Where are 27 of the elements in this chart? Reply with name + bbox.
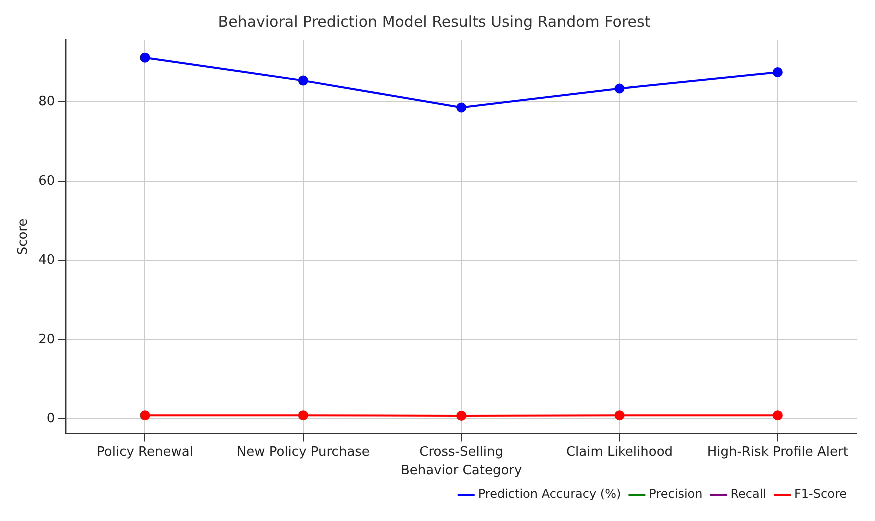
point <box>772 67 783 78</box>
point <box>456 410 467 421</box>
point <box>614 410 625 421</box>
legend-label: F1-Score <box>794 487 848 502</box>
x-tick-label: Cross-Selling <box>420 444 504 460</box>
y-tick-label: 60 <box>38 174 56 189</box>
point <box>140 52 150 63</box>
y-tick-label: 0 <box>46 412 56 427</box>
y-tick-label: 40 <box>38 253 56 268</box>
y-tick-label: 20 <box>38 332 56 348</box>
point <box>772 410 783 421</box>
legend-label: Prediction Accuracy (%) <box>478 487 622 502</box>
point <box>298 76 308 86</box>
point <box>614 84 625 94</box>
chart-title: Behavioral Prediction Model Results Using Random Forest <box>218 12 651 31</box>
y-tick-label: 80 <box>38 94 56 110</box>
x-tick-label: High-Risk Profile Alert <box>707 444 848 460</box>
point <box>456 102 467 113</box>
x-tick-label: New Policy Purchase <box>236 444 370 460</box>
x-axis-title: Behavior Category <box>400 464 522 479</box>
y-axis-title: Score <box>16 218 32 256</box>
x-tick-label: Policy Renewal <box>97 444 194 460</box>
legend-label: Recall <box>730 487 767 502</box>
point <box>140 410 150 421</box>
legend-label: Precision <box>649 487 703 502</box>
point <box>298 410 308 421</box>
x-tick-label: Claim Likelihood <box>566 444 674 460</box>
